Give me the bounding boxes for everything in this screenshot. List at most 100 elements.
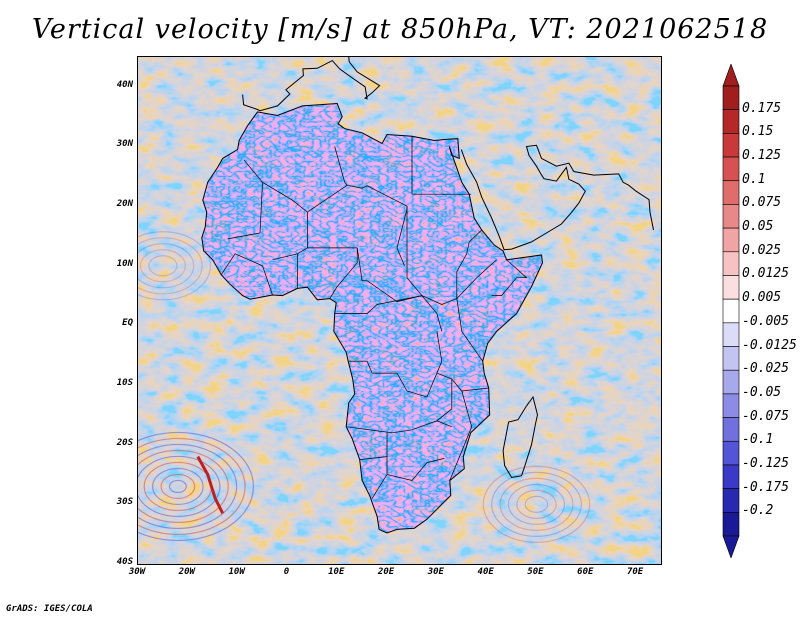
colorbar-segment [722,298,740,324]
swirl-streak [148,255,178,277]
country-border [491,259,528,296]
colorbar-label: 0.005 [742,290,782,306]
latitude-label: 40N [116,79,133,90]
colorbar-label: -0.075 [742,408,789,424]
swirl-streak [138,443,238,530]
longitude-label: 10E [328,567,345,577]
colorbar-label: -0.2 [742,503,774,519]
swirl-streak [507,483,566,525]
colorbar-segment [722,488,740,513]
colorbar-label: 0.125 [742,148,782,164]
latitude-label: 10N [116,258,133,269]
country-border [227,182,263,240]
swirl-streak [139,249,186,283]
swirl-streak [138,231,212,301]
country-border [220,253,273,296]
colorbar-label: 0.05 [742,219,774,235]
colorbar-segment [722,133,740,158]
colorbar-segment [722,369,740,395]
swirl-streak [168,479,187,494]
swirl-streak [138,243,195,289]
longitude-label: 60E [577,567,594,577]
colorbar-segment [722,109,740,134]
colorbar-segment [722,322,740,347]
longitude-label: 30W [128,567,146,577]
latitude-label: 20S [116,437,133,448]
colorbar-label: -0.05 [742,384,782,400]
swirl-streak [152,467,204,506]
colorbar-top-arrow [722,64,740,87]
country-border [347,420,452,434]
colorbar-bottom-arrow [722,535,740,558]
country-border [449,390,473,481]
country-border [411,136,472,195]
latitude-label: 40S [116,557,133,567]
colorbar-label: -0.0125 [742,337,797,353]
colorbar-segment [722,204,740,229]
colorbar-segment [722,512,740,537]
latitude-label: EQ [122,318,133,329]
colorbar-segment [722,417,740,442]
country-border [243,159,408,266]
longitude-label: 0 [283,567,290,577]
colorbar-label: -0.125 [742,455,789,471]
country-border [334,295,443,332]
colorbar-label: -0.005 [742,313,789,329]
latitude-label: 10S [116,378,133,389]
swirl-streak [160,473,196,500]
swirl-streak [499,477,574,531]
country-border [334,146,348,186]
colorbar-label: 0.1 [742,171,766,187]
velocity-field-map [138,57,661,564]
colorbar-segment [722,227,740,253]
longitude-label: 70E [626,567,644,577]
colorbar-label: 0.15 [742,124,774,140]
africa-coastline [201,102,544,534]
country-border [356,247,422,302]
longitude-label: 50E [527,567,544,577]
country-border [386,456,445,481]
madagascar-coastline [502,395,539,479]
colorbar-label: 0.075 [742,195,782,211]
swirl-streak [516,489,557,519]
colorbar-segment [722,85,740,110]
europe-coastline [242,57,381,112]
longitude-label: 20W [178,567,195,577]
country-border [348,360,438,398]
colorbar [722,64,740,558]
map-title: Vertical velocity [m/s] at 850hPa, VT: 2… [31,14,769,45]
swirl-streak [138,431,255,542]
wind-streak-swirls [138,231,591,543]
country-border [406,206,497,305]
latitude-label: 30N [116,139,133,150]
country-border [329,247,358,299]
swirl-streak [524,495,549,513]
swirl-streak [491,471,582,537]
longitude-label: 40E [477,567,494,577]
country-border [359,432,388,460]
arabia-coastline [460,144,654,251]
colorbar-segment [722,393,740,418]
longitude-label: 30E [427,567,444,577]
colorbar-label: 0.025 [742,242,782,258]
map-plot-area [137,56,662,565]
swirl-streak [482,465,591,543]
colorbar-label: -0.025 [742,361,789,377]
colorbar-label: -0.175 [742,479,789,495]
country-border [371,474,388,499]
swirl-streak [138,237,203,295]
colorbar-segment [722,275,740,300]
swirl-streak [138,455,221,518]
country-border [436,379,453,422]
country-border [456,298,483,362]
latitude-label: 30S [116,497,133,508]
colorbar-label: -0.1 [742,432,774,448]
colorbar-label: 0.175 [742,100,782,116]
colorbar-segment [722,440,740,466]
colorbar-segment [722,464,740,489]
swirl-streak [138,449,229,524]
longitude-label: 20E [377,567,395,577]
colorbar-segment [722,346,740,371]
colorbar-label: 0.0125 [742,266,789,282]
swirl-streak [138,437,246,536]
